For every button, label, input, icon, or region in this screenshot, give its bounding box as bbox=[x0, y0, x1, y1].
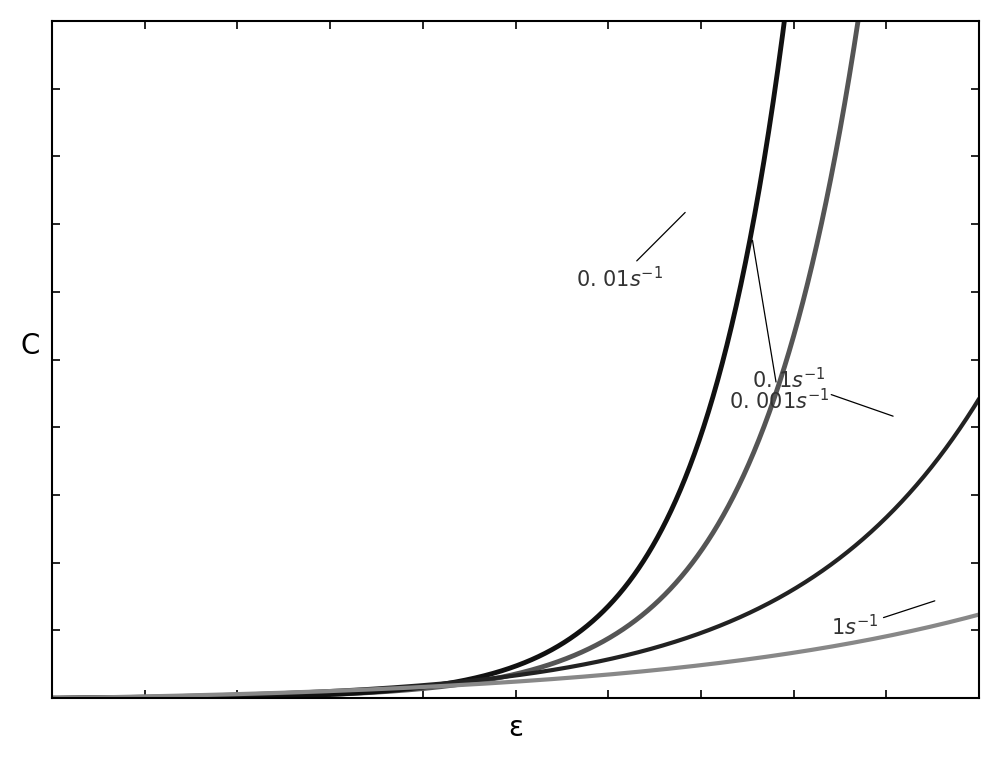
Text: 0. 1$s^{-1}$: 0. 1$s^{-1}$ bbox=[752, 367, 893, 416]
Y-axis label: C: C bbox=[21, 331, 40, 359]
Text: 1$s^{-1}$: 1$s^{-1}$ bbox=[831, 600, 935, 639]
X-axis label: ε: ε bbox=[508, 714, 523, 742]
Text: 0. 001$s^{-1}$: 0. 001$s^{-1}$ bbox=[729, 240, 829, 413]
Text: 0. 01$s^{-1}$: 0. 01$s^{-1}$ bbox=[576, 212, 685, 291]
